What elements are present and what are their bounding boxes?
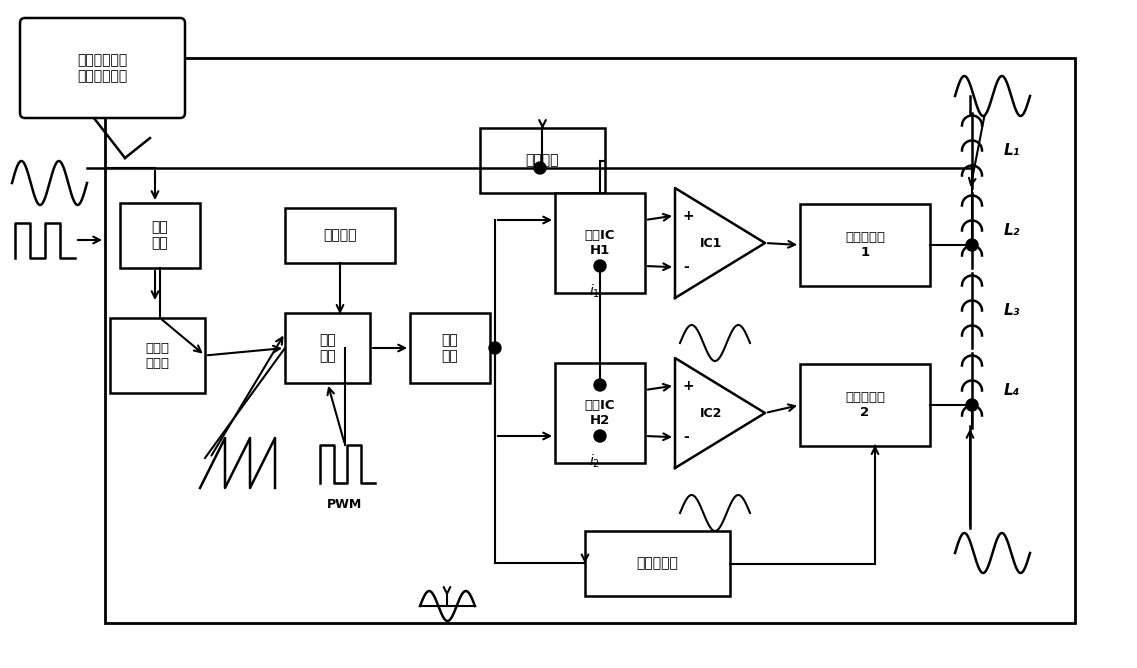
Bar: [285, 313, 370, 383]
Bar: [105, 58, 1074, 623]
Bar: [285, 208, 395, 263]
Bar: [586, 531, 730, 596]
Text: -: -: [683, 430, 689, 444]
Circle shape: [594, 379, 606, 391]
Circle shape: [594, 260, 606, 272]
Circle shape: [534, 162, 546, 174]
Text: 将电动机转速
变成频率信号: 将电动机转速 变成频率信号: [77, 53, 127, 83]
Text: 锯齿波
发生器: 锯齿波 发生器: [146, 341, 169, 369]
Text: $i_1$: $i_1$: [589, 283, 600, 300]
Bar: [110, 318, 205, 393]
Bar: [480, 128, 605, 193]
Text: 比较
回路: 比较 回路: [319, 333, 335, 363]
Text: 平滑
回路: 平滑 回路: [441, 333, 458, 363]
Bar: [555, 363, 645, 463]
Text: 启动电路: 启动电路: [525, 154, 559, 168]
Bar: [800, 364, 930, 446]
Text: $i_2$: $i_2$: [589, 452, 600, 470]
Bar: [410, 313, 490, 383]
Bar: [800, 204, 930, 286]
Text: 霍尔IC
H1: 霍尔IC H1: [584, 229, 615, 257]
Text: +: +: [683, 208, 695, 222]
Text: 基准信号: 基准信号: [323, 228, 357, 242]
Circle shape: [966, 239, 978, 251]
Text: 电流放大器
1: 电流放大器 1: [845, 231, 885, 259]
Text: L₃: L₃: [1004, 303, 1020, 318]
Bar: [555, 193, 645, 293]
Text: +: +: [683, 379, 695, 393]
Text: IC2: IC2: [699, 407, 722, 420]
Text: L₁: L₁: [1004, 143, 1020, 158]
FancyBboxPatch shape: [20, 18, 185, 118]
Circle shape: [966, 399, 978, 411]
Text: 电流放大器
2: 电流放大器 2: [845, 391, 885, 419]
Text: L₂: L₂: [1004, 223, 1020, 238]
Circle shape: [489, 342, 501, 354]
Text: 霍尔IC
H2: 霍尔IC H2: [584, 399, 615, 427]
Text: IC1: IC1: [699, 236, 722, 250]
Text: 驱动放大器: 驱动放大器: [637, 556, 679, 570]
Text: 波形
整形: 波形 整形: [151, 220, 168, 250]
Circle shape: [594, 430, 606, 442]
Text: L₄: L₄: [1004, 383, 1020, 398]
Bar: [121, 203, 200, 268]
Text: PWM: PWM: [327, 498, 363, 511]
Text: -: -: [683, 261, 689, 274]
